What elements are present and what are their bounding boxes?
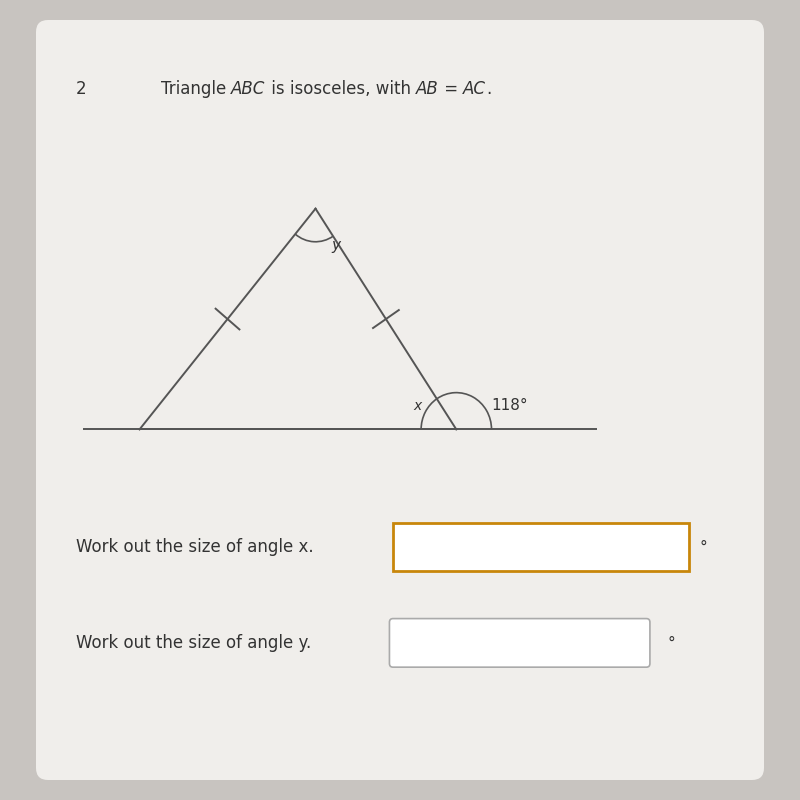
Text: °: ° <box>699 540 707 554</box>
Text: Triangle: Triangle <box>161 80 231 98</box>
FancyBboxPatch shape <box>393 523 689 571</box>
FancyBboxPatch shape <box>390 618 650 667</box>
Text: Work out the size of angle x.: Work out the size of angle x. <box>76 538 314 556</box>
Text: AB: AB <box>416 80 438 98</box>
Text: AC: AC <box>463 80 486 98</box>
Text: Work out the size of angle y.: Work out the size of angle y. <box>76 634 311 652</box>
Text: y: y <box>331 238 340 253</box>
Text: 2: 2 <box>76 80 86 98</box>
Text: =: = <box>438 80 463 98</box>
Text: is isosceles, with: is isosceles, with <box>266 80 416 98</box>
Text: .: . <box>486 80 491 98</box>
Text: 118°: 118° <box>491 398 528 414</box>
Text: ABC: ABC <box>231 80 266 98</box>
Text: x: x <box>414 399 422 414</box>
Text: °: ° <box>667 635 675 650</box>
